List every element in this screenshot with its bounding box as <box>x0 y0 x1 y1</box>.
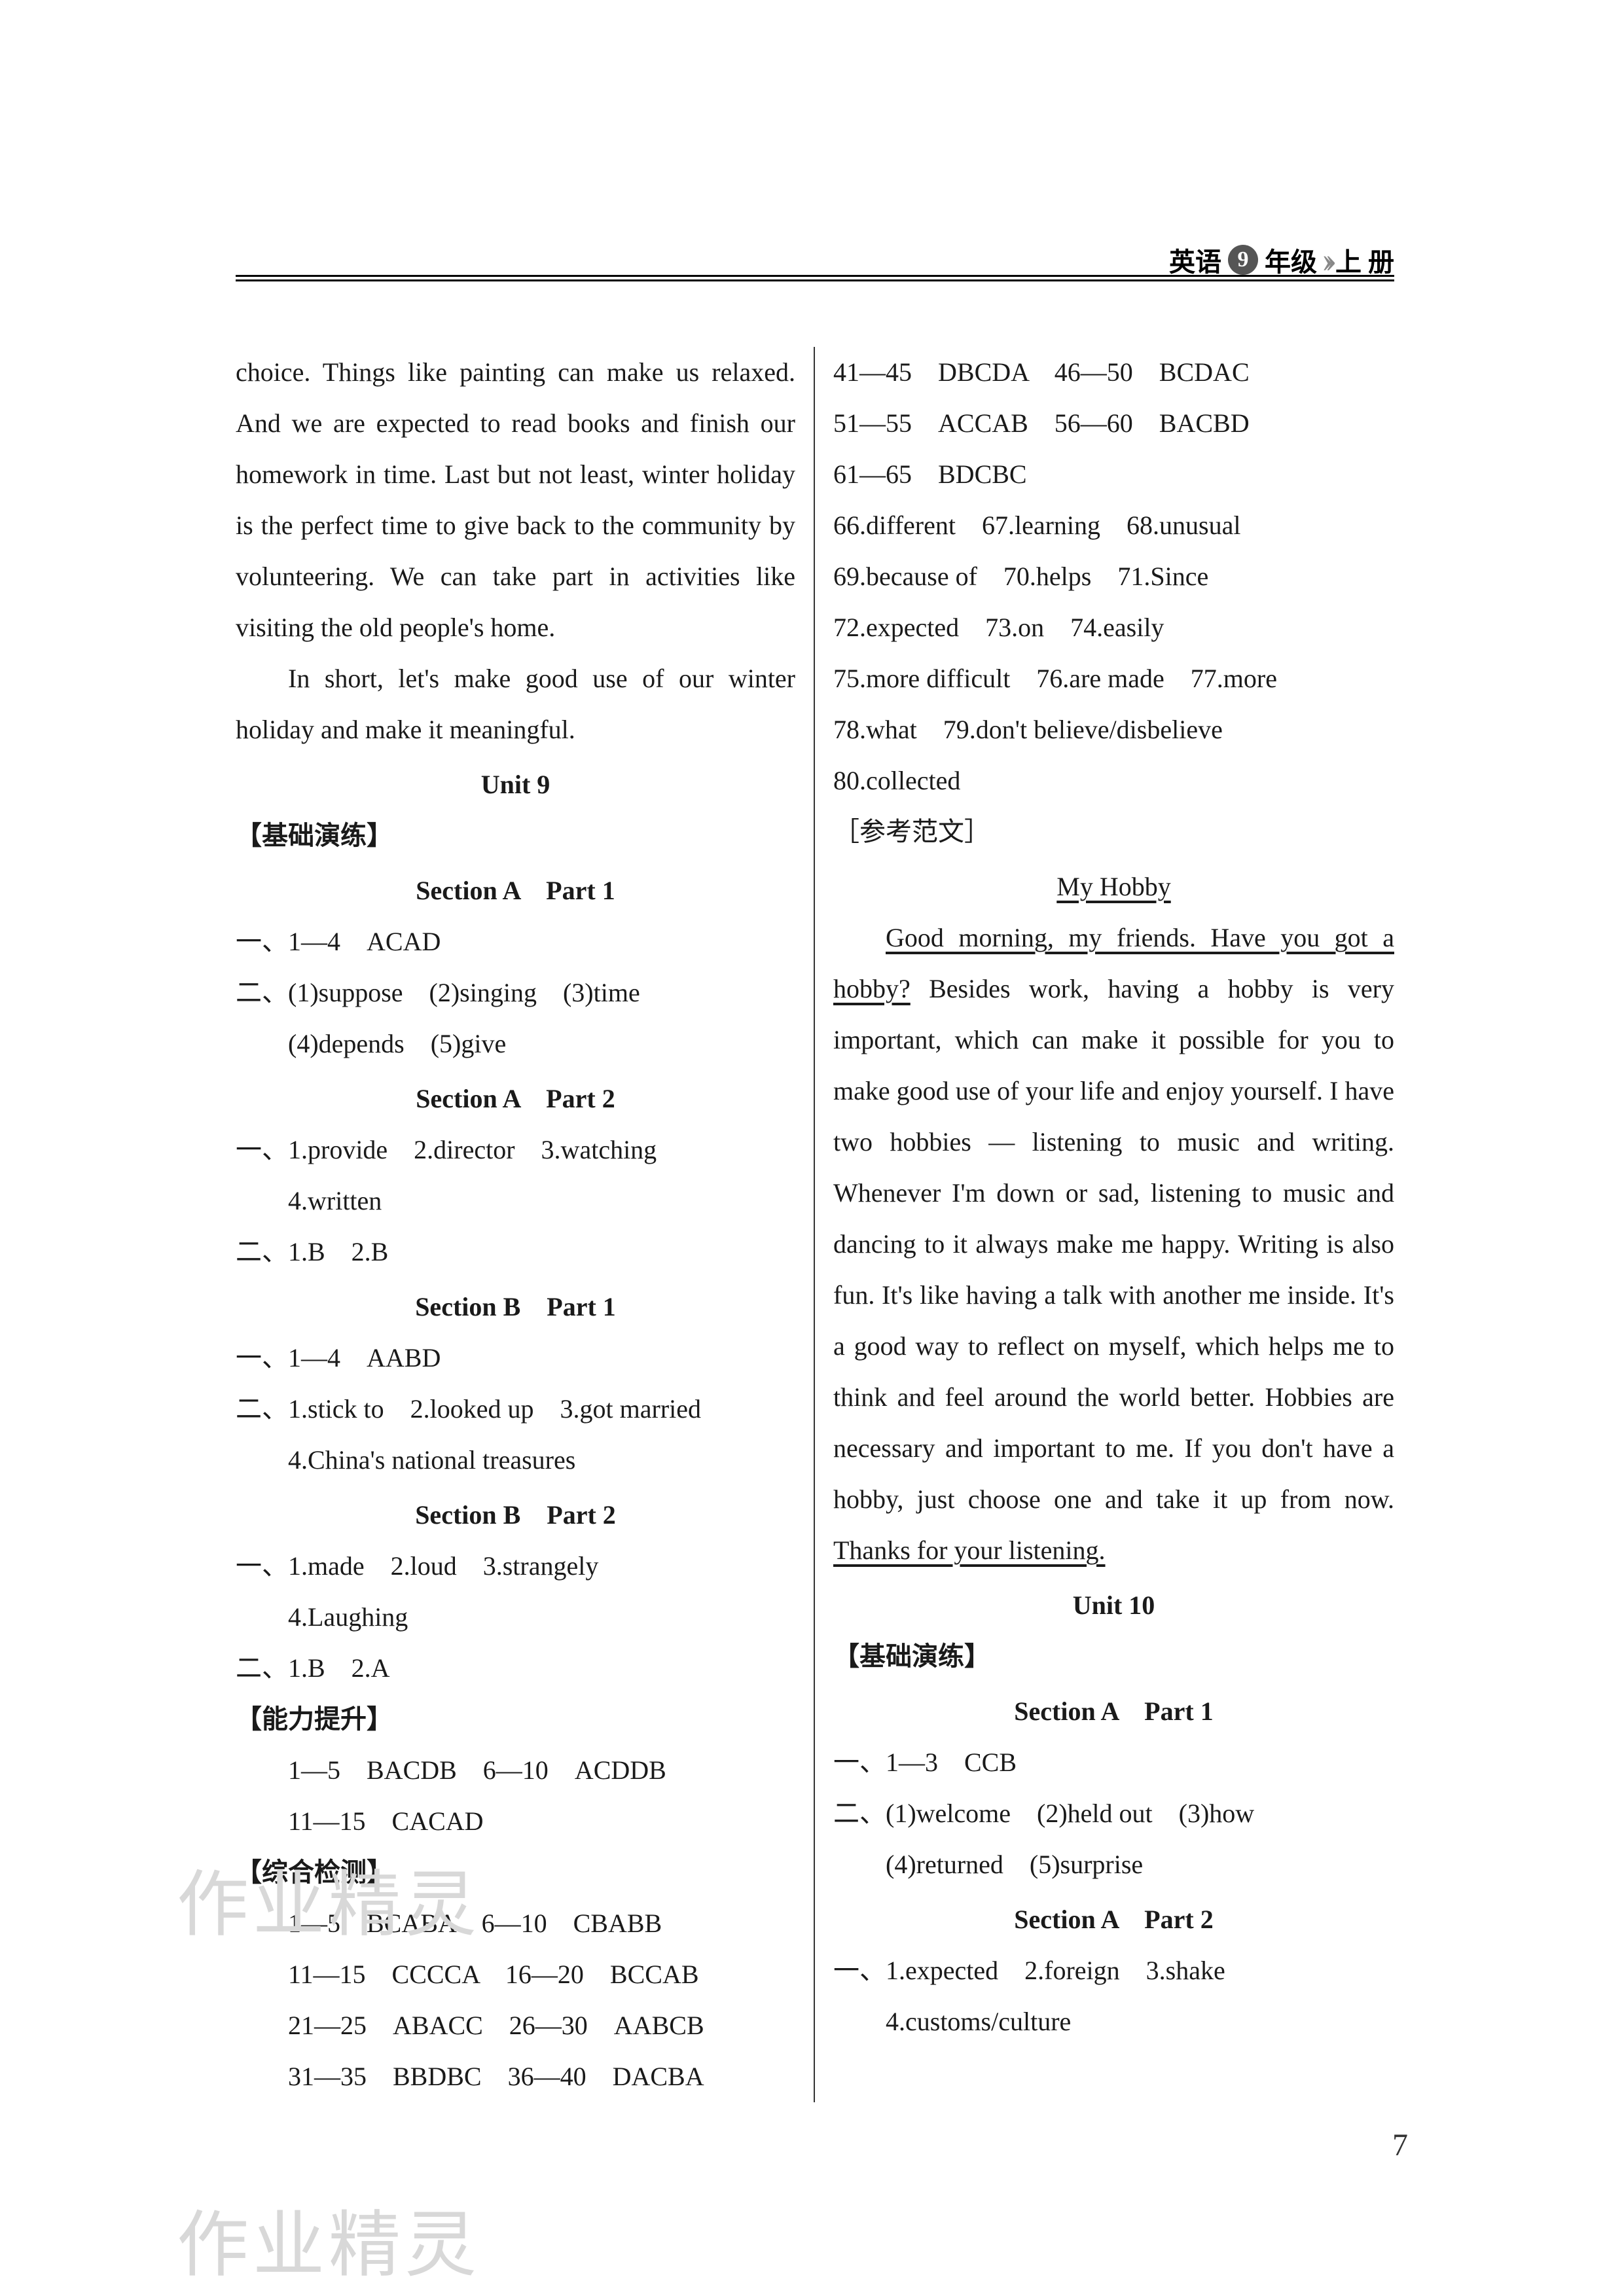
volume-label: 上 册 <box>1335 241 1394 279</box>
answer-line: 61—65 BDCBC <box>833 449 1394 500</box>
header-rule: 英语 9 年级 ›› 上 册 <box>236 275 1394 281</box>
answer-line: 二、1.B 2.A <box>236 1643 795 1694</box>
answer-line: 二、1.stick to 2.looked up 3.got married <box>236 1384 795 1435</box>
answer-line: 一、1—3 CCB <box>833 1737 1394 1788</box>
essay-continuation: choice. Things like painting can make us… <box>236 347 795 653</box>
running-header: 英语 9 年级 ›› 上 册 <box>1169 239 1394 281</box>
sample-essay: Good morning, my friends. Have you got a… <box>833 912 1394 1576</box>
answer-line: 一、1.provide 2.director 3.watching <box>236 1124 795 1175</box>
reference-essay-label: ［参考范文］ <box>833 806 1394 857</box>
answer-line: 4.China's national treasures <box>236 1435 795 1486</box>
answer-line: 4.Laughing <box>236 1592 795 1643</box>
answer-line: 一、1.expected 2.foreign 3.shake <box>833 1945 1394 1996</box>
answer-line: 41—45 DBCDA 46—50 BCDAC <box>833 347 1394 398</box>
essay-title-text: My Hobby <box>1056 872 1170 901</box>
nengli-heading: 【能力提升】 <box>236 1694 795 1745</box>
section-a-part2: Section A Part 2 <box>236 1073 795 1124</box>
answer-line: 69.because of 70.helps 71.Since <box>833 551 1394 602</box>
answer-line: 4.written <box>236 1175 795 1227</box>
subject-label: 英语 <box>1169 241 1221 279</box>
left-column: choice. Things like painting can make us… <box>236 347 815 2102</box>
section-b-part1: Section B Part 1 <box>236 1282 795 1333</box>
page-content: 英语 9 年级 ›› 上 册 choice. Things like paint… <box>236 275 1394 2102</box>
answer-line: 31—35 BBDBC 36—40 DACBA <box>236 2051 795 2102</box>
essay-closing: Thanks for your listening. <box>833 1535 1106 1565</box>
section-b-part2: Section B Part 2 <box>236 1490 795 1541</box>
answer-line: 4.customs/culture <box>833 1996 1394 2047</box>
answer-line: 一、1—4 AABD <box>236 1333 795 1384</box>
answer-line: 21—25 ABACC 26—30 AABCB <box>236 2000 795 2051</box>
watermark-icon: 作业精灵 <box>177 2186 480 2291</box>
grade-suffix: 年级 <box>1265 241 1317 279</box>
jichu-heading-10: 【基础演练】 <box>833 1631 1394 1682</box>
answer-line: 一、1—4 ACAD <box>236 916 795 967</box>
answer-line: 78.what 79.don't believe/disbelieve <box>833 704 1394 755</box>
section-a-part1: Section A Part 1 <box>236 865 795 916</box>
answer-line: 11—15 CACAD <box>236 1796 795 1847</box>
essay-title: My Hobby <box>833 861 1394 912</box>
answer-line: (4)depends (5)give <box>236 1018 795 1069</box>
answer-line: 1—5 BACDB 6—10 ACDDB <box>236 1745 795 1796</box>
answer-line: 66.different 67.learning 68.unusual <box>833 500 1394 551</box>
grade-circle: 9 <box>1228 245 1258 275</box>
zonghe-heading: 【综合检测】 <box>236 1847 795 1898</box>
answer-line: 51—55 ACCAB 56—60 BACBD <box>833 398 1394 449</box>
right-column: 41—45 DBCDA 46—50 BCDAC 51—55 ACCAB 56—6… <box>815 347 1394 2102</box>
answer-line: (4)returned (5)surprise <box>833 1839 1394 1890</box>
two-column-layout: choice. Things like painting can make us… <box>236 347 1394 2102</box>
essay-body: Besides work, having a hobby is very imp… <box>833 974 1394 1514</box>
page-number: 7 <box>1392 2127 1408 2163</box>
answer-line: 二、(1)welcome (2)held out (3)how <box>833 1788 1394 1839</box>
answer-line: 二、(1)suppose (2)singing (3)time <box>236 967 795 1018</box>
unit-9-heading: Unit 9 <box>236 759 795 810</box>
section-a-part1-u10: Section A Part 1 <box>833 1686 1394 1737</box>
answer-line: 一、1.made 2.loud 3.strangely <box>236 1541 795 1592</box>
answer-line: 11—15 CCCCA 16—20 BCCAB <box>236 1949 795 2000</box>
section-a-part2-u10: Section A Part 2 <box>833 1894 1394 1945</box>
answer-line: 1—5 BCABA 6—10 CBABB <box>236 1898 795 1949</box>
answer-line: 72.expected 73.on 74.easily <box>833 602 1394 653</box>
jichu-heading: 【基础演练】 <box>236 810 795 861</box>
answer-line: 75.more difficult 76.are made 77.more <box>833 653 1394 704</box>
unit-10-heading: Unit 10 <box>833 1580 1394 1631</box>
answer-line: 80.collected <box>833 755 1394 806</box>
essay-conclusion: In short, let's make good use of our win… <box>236 653 795 755</box>
answer-line: 二、1.B 2.B <box>236 1227 795 1278</box>
